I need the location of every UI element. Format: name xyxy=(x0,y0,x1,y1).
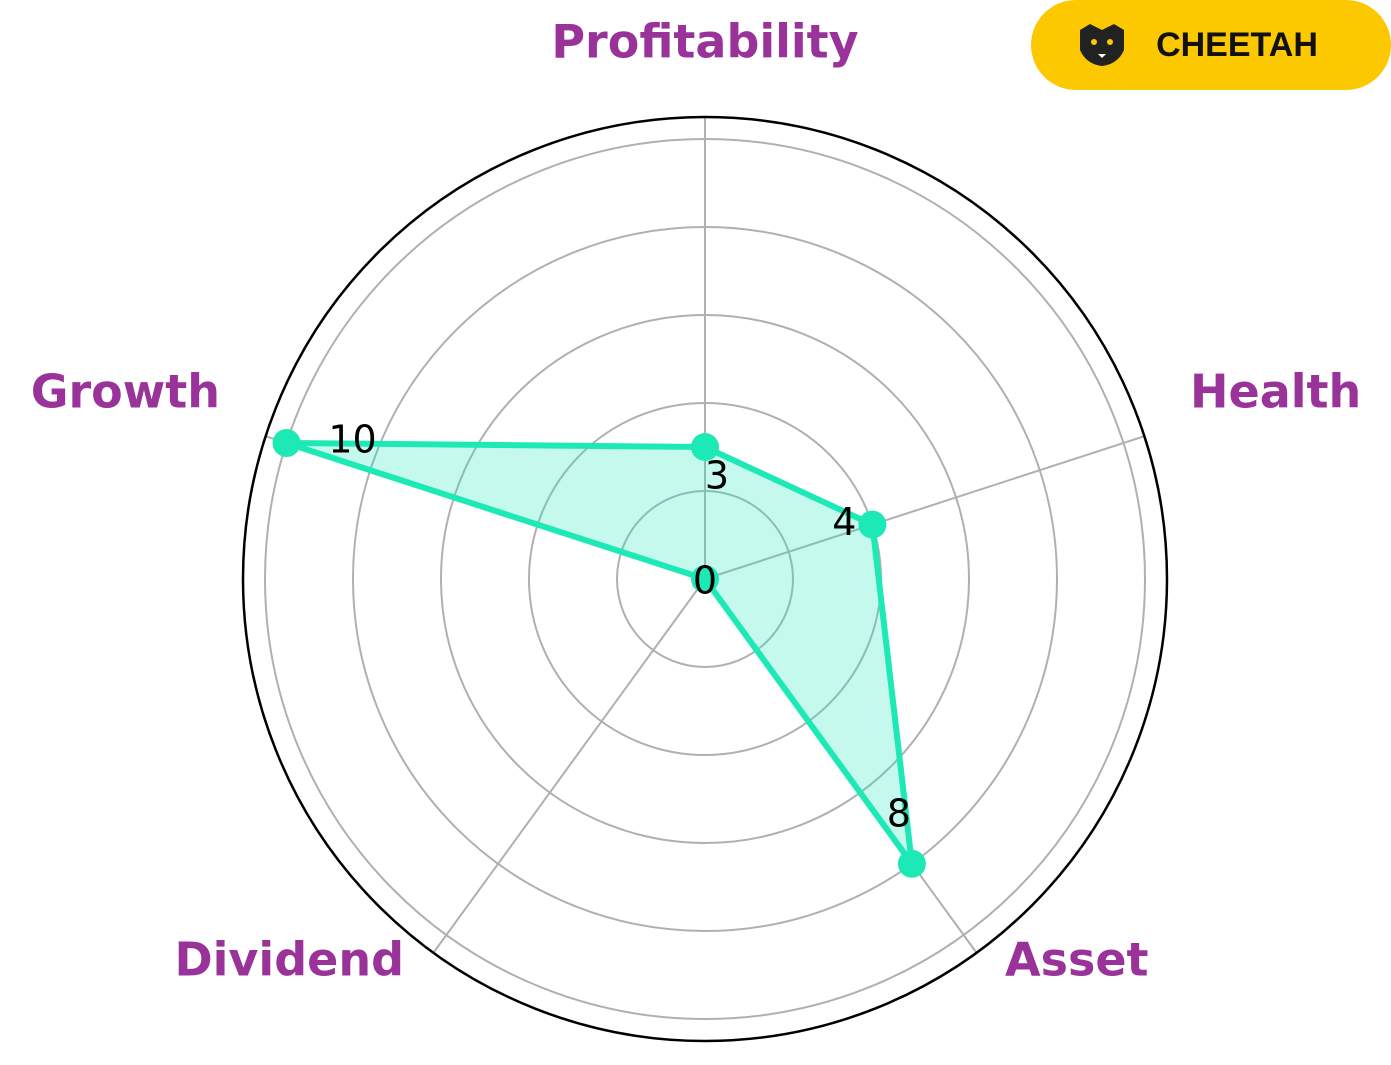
radar-point xyxy=(897,849,926,878)
outer-frame xyxy=(241,115,1169,1043)
category-label: Asset xyxy=(1005,933,1149,987)
radar-point xyxy=(272,429,301,458)
badge-text: CHEETAH xyxy=(1156,26,1318,64)
radar-area xyxy=(283,440,915,867)
grid-spoke xyxy=(704,435,1145,580)
badge: CHEETAH xyxy=(1031,0,1391,90)
radar-point xyxy=(691,565,719,593)
value-label: 0 xyxy=(693,559,717,603)
category-label: Health xyxy=(1190,365,1361,419)
radar-point xyxy=(858,510,887,539)
category-label: Profitability xyxy=(551,15,858,69)
category-label: Growth xyxy=(31,365,220,419)
badge-icon xyxy=(1080,24,1124,66)
radar-point xyxy=(691,433,719,461)
value-label: 10 xyxy=(328,418,376,462)
value-label: 8 xyxy=(887,791,911,835)
value-label: 3 xyxy=(705,454,729,498)
grid-spoke xyxy=(432,578,706,954)
plot: 3 Profitability 4 Health 8 Asset 0 Dividend 10 Gr… xyxy=(31,15,1361,1043)
value-label: 4 xyxy=(832,500,856,544)
category-label: Dividend xyxy=(174,933,404,987)
badge-background xyxy=(1031,0,1391,90)
